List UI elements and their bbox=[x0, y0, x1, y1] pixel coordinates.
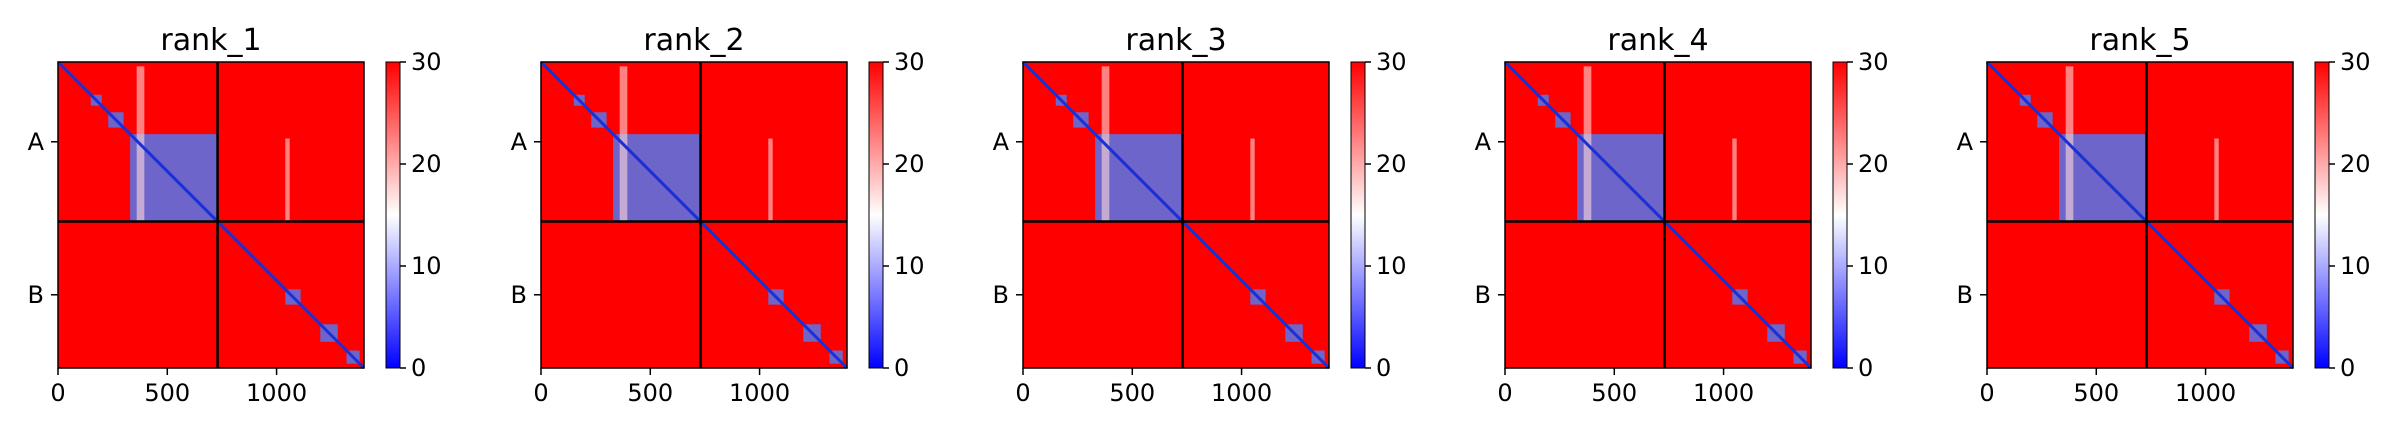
panel-title: rank_5 bbox=[2089, 23, 2190, 58]
colorbar bbox=[1832, 61, 1848, 369]
y-tick-label: B bbox=[1957, 281, 1973, 309]
x-tick-label: 1000 bbox=[1211, 379, 1272, 407]
y-tick-label: A bbox=[993, 128, 1010, 156]
contact-band bbox=[1732, 138, 1737, 222]
panel-rank_4: rank_4 0 500 1000 A B 0 10 20 30 bbox=[1475, 23, 1889, 407]
diagonal-line bbox=[539, 60, 849, 370]
x-tick-label: 500 bbox=[1109, 379, 1155, 407]
colorbar-tick-label: 10 bbox=[894, 252, 925, 280]
colorbar-tick-label: 0 bbox=[1376, 354, 1391, 382]
panel-title: rank_1 bbox=[160, 23, 261, 58]
colorbar-tick-label: 20 bbox=[1376, 150, 1407, 178]
x-tick-label: 1000 bbox=[246, 379, 307, 407]
y-tick-label: B bbox=[511, 281, 527, 309]
diagonal-line bbox=[1021, 60, 1331, 370]
contact-band bbox=[2214, 138, 2219, 222]
colorbar-tick-label: 20 bbox=[2340, 150, 2371, 178]
panel-rank_1: rank_1 0 500 1000 A B 0 10 20 30 bbox=[28, 23, 442, 407]
x-tick-label: 1000 bbox=[1693, 379, 1754, 407]
colorbar-tick-label: 0 bbox=[2340, 354, 2355, 382]
colorbar-tick-label: 0 bbox=[894, 354, 909, 382]
panel-rank_2: rank_2 0 500 1000 A B 0 10 20 30 bbox=[511, 23, 925, 407]
y-tick-label: B bbox=[993, 281, 1009, 309]
colorbar bbox=[868, 61, 884, 369]
y-tick-label: A bbox=[1475, 128, 1492, 156]
x-tick-label: 500 bbox=[144, 379, 190, 407]
colorbar-tick-label: 10 bbox=[411, 252, 442, 280]
colorbar-tick-label: 20 bbox=[1858, 150, 1889, 178]
diagonal-line bbox=[1503, 60, 1813, 370]
x-tick-label: 500 bbox=[1591, 379, 1637, 407]
x-tick-label: 0 bbox=[1979, 379, 1994, 407]
colorbar bbox=[385, 61, 401, 369]
y-tick-label: A bbox=[28, 128, 45, 156]
panel-title: rank_3 bbox=[1125, 23, 1226, 58]
x-tick-label: 500 bbox=[627, 379, 673, 407]
axes-frame bbox=[540, 61, 848, 369]
x-tick-label: 1000 bbox=[2175, 379, 2236, 407]
panel-title: rank_2 bbox=[643, 23, 744, 58]
colorbar-tick-label: 10 bbox=[1858, 252, 1889, 280]
colorbar-tick-label: 30 bbox=[2340, 48, 2371, 76]
y-tick-label: A bbox=[511, 128, 528, 156]
colorbar-tick-label: 20 bbox=[411, 150, 442, 178]
axes-frame bbox=[1504, 61, 1812, 369]
contact-band bbox=[285, 138, 290, 222]
panel-rank_3: rank_3 0 500 1000 A B 0 10 20 30 bbox=[993, 23, 1407, 407]
y-tick-label: B bbox=[28, 281, 44, 309]
x-tick-label: 0 bbox=[1497, 379, 1512, 407]
x-tick-label: 0 bbox=[1015, 379, 1030, 407]
colorbar bbox=[1350, 61, 1366, 369]
colorbar-tick-label: 0 bbox=[1858, 354, 1873, 382]
colorbar-tick-label: 30 bbox=[1858, 48, 1889, 76]
x-tick-label: 0 bbox=[533, 379, 548, 407]
diagonal-line bbox=[56, 60, 366, 370]
colorbar-tick-label: 10 bbox=[1376, 252, 1407, 280]
axes-frame bbox=[1022, 61, 1330, 369]
x-tick-label: 500 bbox=[2073, 379, 2119, 407]
colorbar bbox=[2314, 61, 2330, 369]
panel-title: rank_4 bbox=[1607, 23, 1708, 58]
panel-rank_5: rank_5 0 500 1000 A B 0 10 20 30 bbox=[1957, 23, 2371, 407]
y-tick-label: B bbox=[1475, 281, 1491, 309]
colorbar-tick-label: 10 bbox=[2340, 252, 2371, 280]
diagonal-line bbox=[1985, 60, 2295, 370]
colorbar-tick-label: 30 bbox=[1376, 48, 1407, 76]
colorbar-tick-label: 30 bbox=[411, 48, 442, 76]
contact-band bbox=[1250, 138, 1255, 222]
colorbar-tick-label: 30 bbox=[894, 48, 925, 76]
axes-frame bbox=[57, 61, 365, 369]
colorbar-tick-label: 20 bbox=[894, 150, 925, 178]
axes-frame bbox=[1986, 61, 2294, 369]
x-tick-label: 1000 bbox=[729, 379, 790, 407]
colorbar-tick-label: 0 bbox=[411, 354, 426, 382]
y-tick-label: A bbox=[1957, 128, 1974, 156]
contact-band bbox=[768, 138, 773, 222]
x-tick-label: 0 bbox=[50, 379, 65, 407]
